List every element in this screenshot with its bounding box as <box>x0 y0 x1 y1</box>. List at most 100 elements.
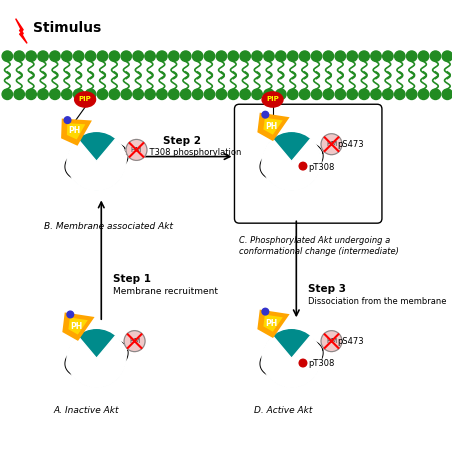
Text: Dissociation from the membrane: Dissociation from the membrane <box>308 297 446 306</box>
Polygon shape <box>264 118 283 135</box>
Circle shape <box>264 89 274 100</box>
Polygon shape <box>257 309 290 338</box>
Text: Step 1: Step 1 <box>113 275 151 284</box>
Circle shape <box>311 51 322 62</box>
Circle shape <box>228 51 238 62</box>
Circle shape <box>64 117 71 123</box>
Circle shape <box>97 89 108 100</box>
Circle shape <box>216 89 227 100</box>
Circle shape <box>263 330 320 387</box>
Circle shape <box>300 51 310 62</box>
Circle shape <box>442 89 453 100</box>
Circle shape <box>157 51 167 62</box>
Circle shape <box>323 89 334 100</box>
Text: B. Membrane associated Akt: B. Membrane associated Akt <box>44 222 173 231</box>
Circle shape <box>124 331 145 352</box>
Circle shape <box>430 51 441 62</box>
Polygon shape <box>62 313 95 341</box>
Circle shape <box>67 311 73 318</box>
Circle shape <box>275 51 286 62</box>
Text: PH: PH <box>265 122 278 131</box>
Circle shape <box>192 89 203 100</box>
Circle shape <box>321 134 342 154</box>
Text: pT308: pT308 <box>309 360 335 368</box>
Circle shape <box>204 51 215 62</box>
Circle shape <box>371 51 381 62</box>
Circle shape <box>68 133 125 190</box>
Text: Catalytic: Catalytic <box>73 358 115 367</box>
Circle shape <box>97 51 108 62</box>
Text: Membrane recruitment: Membrane recruitment <box>113 287 218 296</box>
Circle shape <box>394 89 405 100</box>
Circle shape <box>121 89 131 100</box>
Circle shape <box>181 51 191 62</box>
Text: Stimulus: Stimulus <box>33 21 101 35</box>
Text: PH: PH <box>70 322 82 331</box>
Text: S473, T308 phosphorylation: S473, T308 phosphorylation <box>123 148 241 157</box>
Circle shape <box>26 89 36 100</box>
Circle shape <box>240 89 250 100</box>
Circle shape <box>371 89 381 100</box>
Polygon shape <box>67 123 85 140</box>
Text: D. Active Akt: D. Active Akt <box>254 406 312 415</box>
Circle shape <box>50 89 60 100</box>
Polygon shape <box>61 119 92 146</box>
Circle shape <box>133 89 143 100</box>
Circle shape <box>299 359 307 367</box>
Circle shape <box>288 51 298 62</box>
Text: PIP: PIP <box>266 96 279 102</box>
Circle shape <box>383 51 393 62</box>
Circle shape <box>311 89 322 100</box>
Circle shape <box>26 51 36 62</box>
Text: PH: PH <box>265 318 278 328</box>
Circle shape <box>121 51 131 62</box>
Circle shape <box>157 89 167 100</box>
Circle shape <box>38 51 48 62</box>
Circle shape <box>38 89 48 100</box>
Text: Catalytic: Catalytic <box>268 162 310 171</box>
Circle shape <box>406 89 417 100</box>
Wedge shape <box>67 336 126 388</box>
Circle shape <box>335 89 346 100</box>
Circle shape <box>85 89 96 100</box>
Ellipse shape <box>74 92 96 107</box>
Circle shape <box>126 140 147 160</box>
Circle shape <box>419 89 429 100</box>
Circle shape <box>14 51 25 62</box>
Circle shape <box>275 89 286 100</box>
Circle shape <box>300 89 310 100</box>
Circle shape <box>62 51 72 62</box>
Wedge shape <box>67 139 126 191</box>
Text: Catalytic: Catalytic <box>73 162 115 171</box>
Circle shape <box>442 51 453 62</box>
Text: HM: HM <box>131 147 142 153</box>
Circle shape <box>2 51 13 62</box>
Circle shape <box>14 89 25 100</box>
Circle shape <box>394 51 405 62</box>
Text: PH: PH <box>68 126 81 135</box>
Circle shape <box>109 51 119 62</box>
Circle shape <box>347 51 357 62</box>
Circle shape <box>2 89 13 100</box>
Circle shape <box>169 89 179 100</box>
Circle shape <box>299 162 307 170</box>
Text: C. Phosphorylated Akt undergoing a
conformational change (intermediate): C. Phosphorylated Akt undergoing a confo… <box>239 236 399 256</box>
Circle shape <box>181 89 191 100</box>
Circle shape <box>252 51 262 62</box>
Circle shape <box>85 51 96 62</box>
Circle shape <box>383 89 393 100</box>
Circle shape <box>262 111 269 118</box>
Circle shape <box>262 308 269 315</box>
Circle shape <box>240 51 250 62</box>
Circle shape <box>216 51 227 62</box>
Circle shape <box>192 51 203 62</box>
Text: HM: HM <box>326 338 337 344</box>
Circle shape <box>50 51 60 62</box>
Circle shape <box>263 133 320 190</box>
Circle shape <box>406 51 417 62</box>
Text: HM: HM <box>326 141 337 147</box>
Text: Catalytic: Catalytic <box>268 358 310 367</box>
Circle shape <box>62 89 72 100</box>
Polygon shape <box>68 318 88 334</box>
Circle shape <box>252 89 262 100</box>
